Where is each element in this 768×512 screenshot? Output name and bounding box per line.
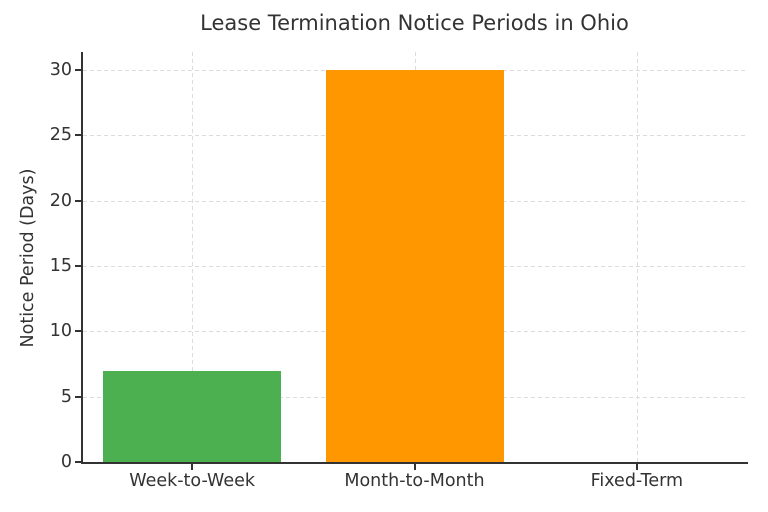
y-tick-mark-10 [75, 330, 81, 333]
y-tick-mark-20 [75, 199, 81, 202]
x-tick-label-2: Fixed-Term [590, 471, 684, 491]
y-tick-label-25: 25 [49, 125, 72, 146]
x-tick-mark-1 [413, 464, 416, 470]
x-tick-label-1: Month-to-Month [344, 471, 485, 491]
x-tick-mark-0 [191, 464, 194, 470]
y-tick-label-30: 30 [49, 60, 72, 80]
y-axis-spine [81, 52, 83, 464]
y-tick-mark-5 [75, 395, 81, 398]
y-tick-mark-25 [75, 134, 81, 137]
y-tick-label-10: 10 [49, 321, 72, 342]
bar-month-to-month [326, 70, 504, 462]
x-axis-spine [81, 462, 748, 464]
y-tick-mark-0 [75, 461, 81, 463]
y-tick-label-0: 0 [60, 452, 72, 472]
x-gridline-2 [636, 52, 638, 462]
bar-week-to-week [103, 371, 281, 462]
x-gridline-0 [192, 52, 194, 462]
y-tick-mark-30 [75, 69, 81, 71]
y-tick-label-15: 15 [49, 256, 72, 276]
x-tick-label-0: Week-to-Week [129, 471, 256, 491]
y-tick-mark-15 [75, 265, 81, 267]
plot-area [81, 52, 748, 464]
chart-title: Lease Termination Notice Periods in Ohio [200, 11, 629, 35]
y-tick-label-20: 20 [49, 190, 72, 211]
x-tick-mark-2 [635, 464, 638, 470]
y-tick-label-5: 5 [60, 386, 72, 407]
